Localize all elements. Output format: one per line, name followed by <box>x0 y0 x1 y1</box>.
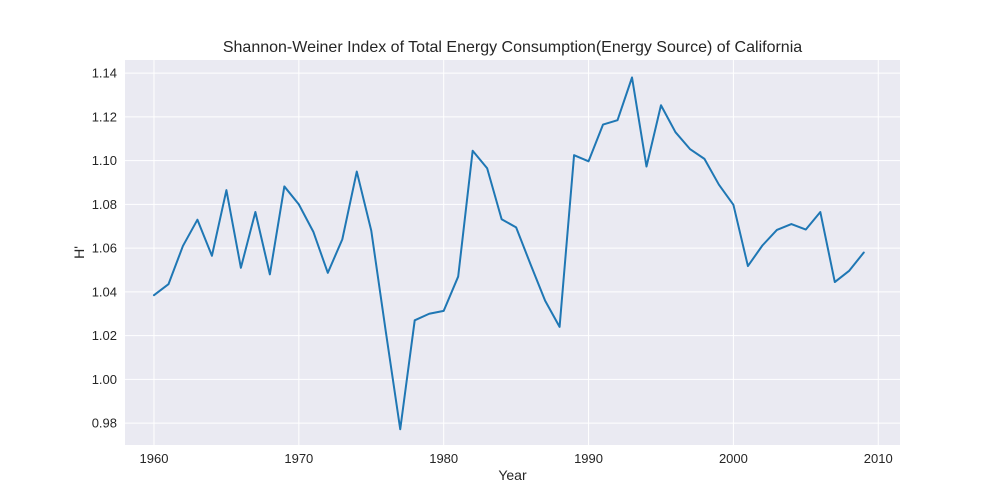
y-tick-label: 1.12 <box>92 109 117 124</box>
y-tick-label: 1.08 <box>92 197 117 212</box>
x-axis-label: Year <box>498 467 527 483</box>
y-gridlines <box>125 72 900 424</box>
y-tick-label: 1.02 <box>92 328 117 343</box>
y-tick-label: 1.00 <box>92 372 117 387</box>
y-axis-label: H' <box>71 246 87 259</box>
plot-area <box>125 60 900 445</box>
x-tick-labels: 1960 1970 1980 1990 2000 2010 <box>140 451 893 466</box>
y-tick-label: 1.10 <box>92 153 117 168</box>
x-tick-label: 2000 <box>719 451 748 466</box>
x-tick-label: 2010 <box>864 451 893 466</box>
x-tick-label: 1990 <box>574 451 603 466</box>
x-gridlines <box>153 60 879 445</box>
chart-title: Shannon-Weiner Index of Total Energy Con… <box>223 39 802 56</box>
x-tick-label: 1960 <box>140 451 169 466</box>
y-tick-labels: 0.98 1.00 1.02 1.04 1.06 1.08 1.10 1.12 1.14 <box>92 66 117 431</box>
y-tick-label: 0.98 <box>92 416 117 431</box>
x-tick-label: 1980 <box>429 451 458 466</box>
y-tick-label: 1.06 <box>92 241 117 256</box>
y-tick-label: 1.14 <box>92 66 117 81</box>
x-tick-label: 1970 <box>284 451 313 466</box>
series-line <box>152 76 865 431</box>
y-tick-label: 1.04 <box>92 284 117 299</box>
